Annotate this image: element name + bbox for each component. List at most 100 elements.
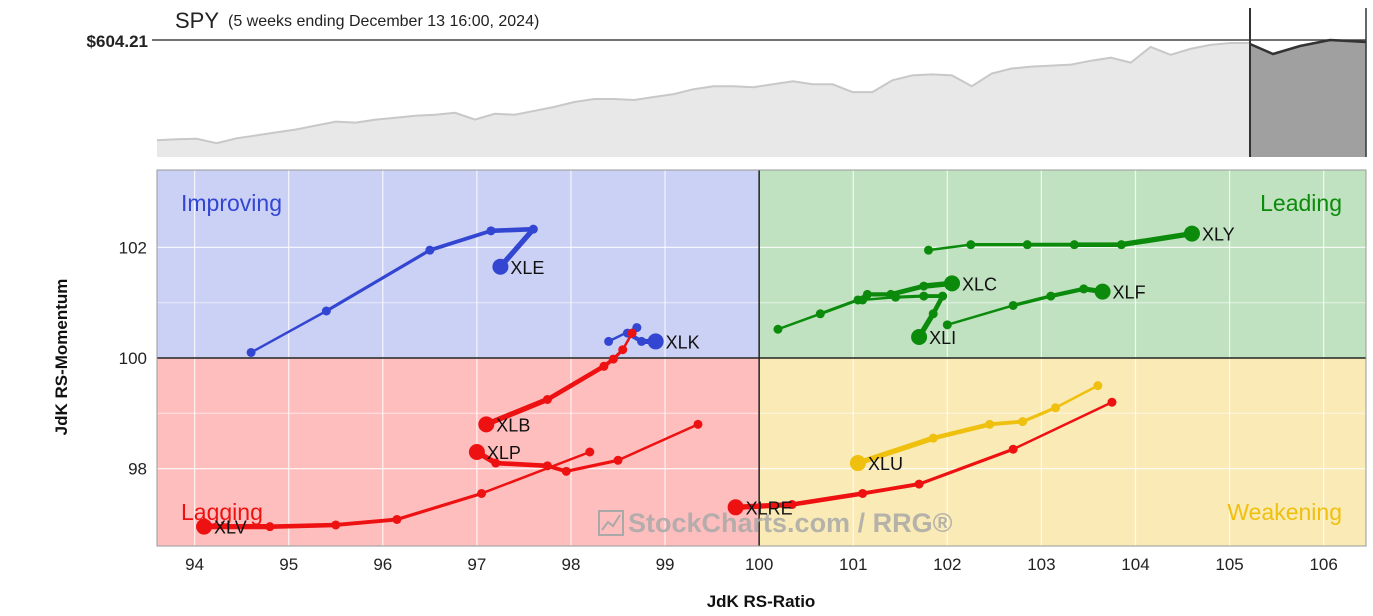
tail-point xyxy=(985,419,995,429)
chart-subtitle: (5 weeks ending December 13 16:00, 2024) xyxy=(228,13,539,30)
label-xlv: XLV xyxy=(214,518,247,538)
price-future-line xyxy=(1249,38,1367,56)
x-tick-label: 104 xyxy=(1121,555,1149,574)
head-point xyxy=(196,518,213,535)
tail-segment xyxy=(860,482,922,496)
tail-point xyxy=(1093,381,1103,391)
x-tick-label: 106 xyxy=(1309,555,1337,574)
tail-segment xyxy=(1118,230,1195,248)
tail-xle: XLE xyxy=(246,224,544,357)
x-tick-label: 94 xyxy=(185,555,204,574)
tail-segment xyxy=(946,304,1015,327)
tail-segment xyxy=(861,295,897,302)
x-tick-label: 101 xyxy=(839,555,867,574)
tail-segment xyxy=(488,226,536,234)
tail-point xyxy=(1046,291,1056,301)
tail-point xyxy=(528,224,538,234)
quadrant-label-improving: Improving xyxy=(181,190,282,216)
quadrant-improving xyxy=(157,170,760,358)
tail-segment xyxy=(1020,406,1058,424)
label-xlp: XLP xyxy=(487,443,521,463)
tail-point xyxy=(815,309,825,319)
tail-point xyxy=(891,292,901,302)
tail-xly: XLY xyxy=(924,225,1235,255)
head-point xyxy=(911,328,928,345)
tail-point xyxy=(693,419,703,429)
label-xlb: XLB xyxy=(496,415,530,435)
head-point xyxy=(1094,283,1111,300)
tail-point xyxy=(928,433,938,443)
head-point xyxy=(727,499,744,516)
quadrant-label-weakening: Weakening xyxy=(1227,499,1342,525)
tail-segment xyxy=(930,422,992,441)
tail-segment xyxy=(893,294,926,299)
y-tick-label: 98 xyxy=(128,460,147,479)
tail-xlb: XLB xyxy=(478,328,637,435)
head-point xyxy=(647,333,664,350)
y-tick-label: 102 xyxy=(119,238,147,257)
tail-point xyxy=(331,520,341,530)
label-xlre: XLRE xyxy=(746,498,793,518)
head-point xyxy=(1183,225,1200,242)
tail-segment xyxy=(789,491,865,507)
quadrant-label-leading: Leading xyxy=(1260,190,1342,216)
tail-point xyxy=(392,514,402,524)
tail-segment xyxy=(1054,384,1100,410)
tail-segment xyxy=(1011,400,1114,451)
tail-xlf: XLF xyxy=(942,283,1146,330)
tail-point xyxy=(585,447,595,457)
tail-segment xyxy=(917,447,1015,486)
tail-point xyxy=(858,488,868,498)
tail-point xyxy=(246,347,256,357)
tail-point xyxy=(938,291,948,301)
label-xlc: XLC xyxy=(962,274,997,294)
watermark-text: StockCharts.com / RRG® xyxy=(628,508,953,538)
price-panel xyxy=(152,8,1367,157)
head-point xyxy=(492,258,509,275)
x-axis-label: JdK RS-Ratio xyxy=(707,592,816,611)
tail-segment xyxy=(395,491,484,522)
tail-point xyxy=(1079,284,1089,294)
plot-border xyxy=(156,169,1367,547)
tail-segment xyxy=(818,298,860,316)
head-point xyxy=(468,444,485,460)
tail-segment xyxy=(616,423,700,462)
tail-point xyxy=(561,466,571,476)
series-group: XLE XLK XLY XLC XLF XLI XLB XLP XLV XLRE XLU xyxy=(196,225,1235,538)
tail-point xyxy=(486,226,496,236)
tail-segment xyxy=(732,501,795,510)
tail-segment xyxy=(249,309,328,354)
x-tick-label: 100 xyxy=(745,555,773,574)
x-tick-label: 99 xyxy=(656,555,675,574)
tail-point xyxy=(773,324,783,334)
tail-xlu: XLU xyxy=(849,381,1103,474)
tail-point xyxy=(637,336,647,346)
tail-segment xyxy=(1011,294,1053,308)
tail-point xyxy=(608,354,618,364)
head-point xyxy=(849,455,866,472)
label-xly: XLY xyxy=(1202,225,1235,245)
tail-point xyxy=(919,291,929,301)
tail-segment xyxy=(776,312,822,331)
tail-point xyxy=(1116,240,1126,250)
tail-segment xyxy=(927,243,973,252)
tail-segment xyxy=(855,435,936,466)
y-tick-label: 100 xyxy=(119,349,147,368)
quadrant-leading xyxy=(759,170,1366,358)
tail-point xyxy=(919,281,929,291)
quadrant-label-lagging: Lagging xyxy=(181,499,263,525)
label-xlk: XLK xyxy=(666,332,700,352)
tail-segment xyxy=(324,248,432,313)
price-line xyxy=(156,42,1250,145)
tail-point xyxy=(1022,240,1032,250)
tail-point xyxy=(491,458,501,468)
label-xlf: XLF xyxy=(1113,283,1146,303)
tail-segment xyxy=(1048,286,1086,299)
tail-point xyxy=(613,455,623,465)
tail-xlre: XLRE xyxy=(727,397,1117,518)
tail-segment xyxy=(497,226,536,270)
x-tick-label: 103 xyxy=(1027,555,1055,574)
tail-segment xyxy=(564,458,620,473)
watermark: StockCharts.com / RRG® xyxy=(598,508,953,538)
